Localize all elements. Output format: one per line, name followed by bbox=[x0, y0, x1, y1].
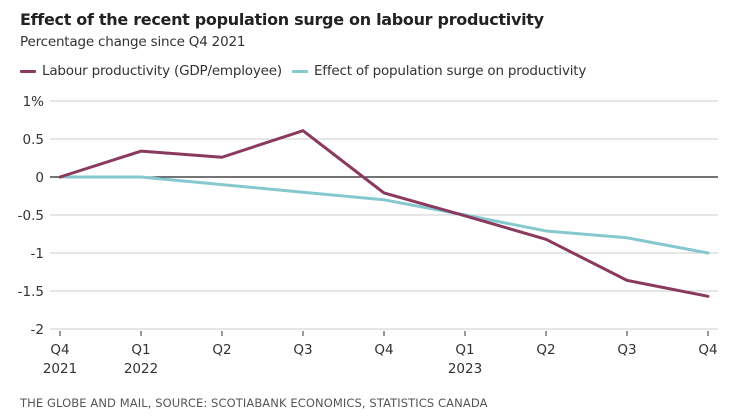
x-tick-label: Q4 bbox=[374, 342, 393, 358]
x-tick-label: Q4 bbox=[50, 342, 69, 358]
y-tick-label: 0.5 bbox=[23, 132, 44, 148]
x-tick-label: Q2 bbox=[536, 342, 555, 358]
x-tick-year-label: 2023 bbox=[448, 361, 482, 377]
chart-subtitle: Percentage change since Q4 2021 bbox=[20, 34, 246, 50]
legend-item-productivity: Labour productivity (GDP/employee) bbox=[20, 63, 282, 79]
y-tick-label: -0.5 bbox=[18, 208, 44, 224]
x-tick-label: Q4 bbox=[698, 342, 717, 358]
y-tick-label: -2 bbox=[31, 322, 44, 338]
y-tick-label: 1% bbox=[23, 94, 45, 110]
legend-label-productivity: Labour productivity (GDP/employee) bbox=[42, 63, 282, 79]
x-tick-label: Q2 bbox=[212, 342, 231, 358]
legend-label-population-effect: Effect of population surge on productivi… bbox=[313, 63, 587, 79]
y-tick-label: 0 bbox=[35, 170, 44, 186]
legend-swatch-productivity bbox=[20, 69, 36, 73]
x-tick-label: Q3 bbox=[293, 342, 312, 358]
chart-title: Effect of the recent population surge on… bbox=[20, 10, 544, 29]
y-tick-label: -1 bbox=[31, 246, 44, 262]
source-note: THE GLOBE AND MAIL, SOURCE: SCOTIABANK E… bbox=[20, 396, 488, 410]
series-line-productivity bbox=[58, 129, 710, 298]
legend-swatch-population-effect bbox=[291, 69, 308, 73]
x-tick-label: Q1 bbox=[455, 342, 474, 358]
x-tick-label: Q3 bbox=[617, 342, 636, 358]
x-tick-year-label: 2021 bbox=[43, 361, 77, 377]
x-tick-year-label: 2022 bbox=[124, 361, 158, 377]
x-tick-label: Q1 bbox=[131, 342, 150, 358]
y-tick-label: -1.5 bbox=[18, 284, 44, 300]
legend-item-population-effect: Effect of population surge on productivi… bbox=[291, 63, 587, 79]
legend: Labour productivity (GDP/employee) Effec… bbox=[20, 63, 596, 79]
